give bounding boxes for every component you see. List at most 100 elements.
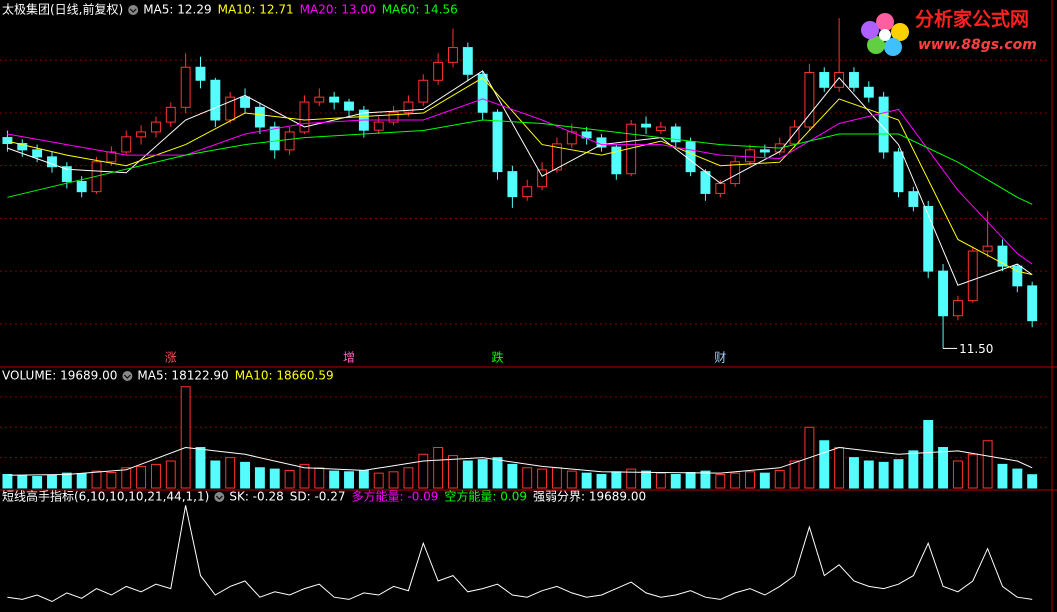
indicator-line [7, 505, 1033, 603]
candle-body [180, 66, 191, 108]
candle-body [492, 111, 503, 173]
candle-body [165, 106, 176, 123]
volume-bar [566, 470, 577, 489]
candle-body [655, 126, 666, 132]
panel-title: VOLUME: 19689.00 [2, 369, 117, 383]
candle-body [329, 96, 340, 103]
volume-bar [269, 468, 280, 489]
candle-body [878, 96, 889, 153]
volume-bar [700, 470, 711, 489]
volume-bar [91, 470, 102, 489]
volume-bar [730, 472, 741, 489]
candle-body [299, 101, 310, 133]
volume-bar [76, 473, 87, 489]
candle-body [759, 149, 770, 153]
candle-body [269, 126, 280, 151]
legend-item: 强弱分界: 19689.00 [533, 490, 646, 504]
volume-bar [952, 460, 963, 489]
legend-item: 空方能量: 0.09 [444, 489, 527, 504]
volume-bar [626, 468, 637, 489]
logo-title: 分析家公式网 [915, 8, 1029, 31]
volume-bar [997, 463, 1008, 489]
volume-bar [17, 475, 28, 489]
candle-body [462, 47, 473, 75]
volume-bar [759, 472, 770, 489]
logo-petal [861, 21, 879, 39]
signal-label: 跌 [492, 350, 504, 365]
panel-menu-arrow [215, 495, 223, 500]
volume-bar [1027, 474, 1038, 489]
panel-menu-icon [122, 371, 133, 381]
candle-body [284, 131, 295, 151]
volume-bar [150, 463, 161, 489]
volume-bar [344, 471, 354, 489]
volume-bar [982, 440, 993, 489]
candle-body [893, 151, 904, 193]
candle-body [17, 143, 28, 151]
volume-bar [225, 457, 236, 489]
volume-bar [611, 471, 622, 489]
volume-bar [418, 453, 429, 489]
candle-body [611, 146, 622, 175]
legend-item: MA5: 18122.90 [137, 369, 228, 383]
candle-body [537, 169, 548, 188]
signal-label: 财 [714, 351, 726, 365]
volume-bar [641, 470, 651, 489]
volume-bar [849, 457, 859, 489]
volume-bar [522, 467, 533, 489]
candle-body [403, 101, 414, 113]
candle-body [433, 61, 444, 81]
logo-petal [884, 38, 902, 56]
candle-body [314, 96, 325, 103]
legend-item: MA10: 18660.59 [235, 369, 334, 383]
logo-petal [867, 36, 885, 54]
candle-body [121, 136, 132, 153]
candle-body [982, 245, 993, 252]
moving-average-line [7, 446, 1033, 476]
panel-menu-icon [128, 5, 139, 15]
signal-label: 涨 [165, 350, 177, 365]
candle-body [240, 96, 251, 108]
legend-item: MA5: 12.29 [143, 3, 211, 17]
candle-body [418, 79, 429, 103]
candle-body [1012, 265, 1023, 287]
logo-petal [876, 13, 894, 31]
candle-body [136, 131, 147, 138]
volume-bar [477, 459, 488, 489]
candle-body [448, 47, 458, 63]
candle-body [700, 171, 711, 194]
volume-bar [819, 440, 830, 489]
candle-body [863, 86, 874, 98]
volume-bar [433, 447, 444, 489]
candle-body [61, 166, 72, 182]
volume-bar [180, 386, 191, 489]
candle-body [2, 137, 13, 145]
volume-bar [685, 471, 696, 489]
candle-body [849, 72, 859, 88]
candle-body [685, 141, 696, 173]
panel-menu-arrow [129, 8, 137, 13]
volume-bar [537, 468, 548, 489]
volume-bar [789, 460, 800, 489]
volume-bar [938, 447, 949, 489]
volume-bar [47, 474, 57, 489]
logo-petal [891, 23, 909, 41]
volume-bar [254, 467, 265, 489]
candle-body [641, 123, 651, 128]
moving-average-line [7, 70, 1033, 286]
candle-body [551, 143, 562, 171]
legend-item: SK: -0.28 [229, 490, 283, 504]
volume-bar [893, 459, 904, 489]
volume-bar [210, 460, 221, 489]
volume-bar [967, 453, 978, 489]
volume-bar [61, 472, 72, 489]
volume-bar [1012, 468, 1023, 489]
volume-bar [923, 420, 934, 489]
volume-bar [284, 469, 295, 489]
volume-bar [388, 471, 399, 489]
volume-bar [403, 467, 414, 489]
logo-url: www.88gs.com [918, 37, 1037, 53]
volume-bar [745, 471, 755, 489]
candle-body [210, 79, 221, 121]
